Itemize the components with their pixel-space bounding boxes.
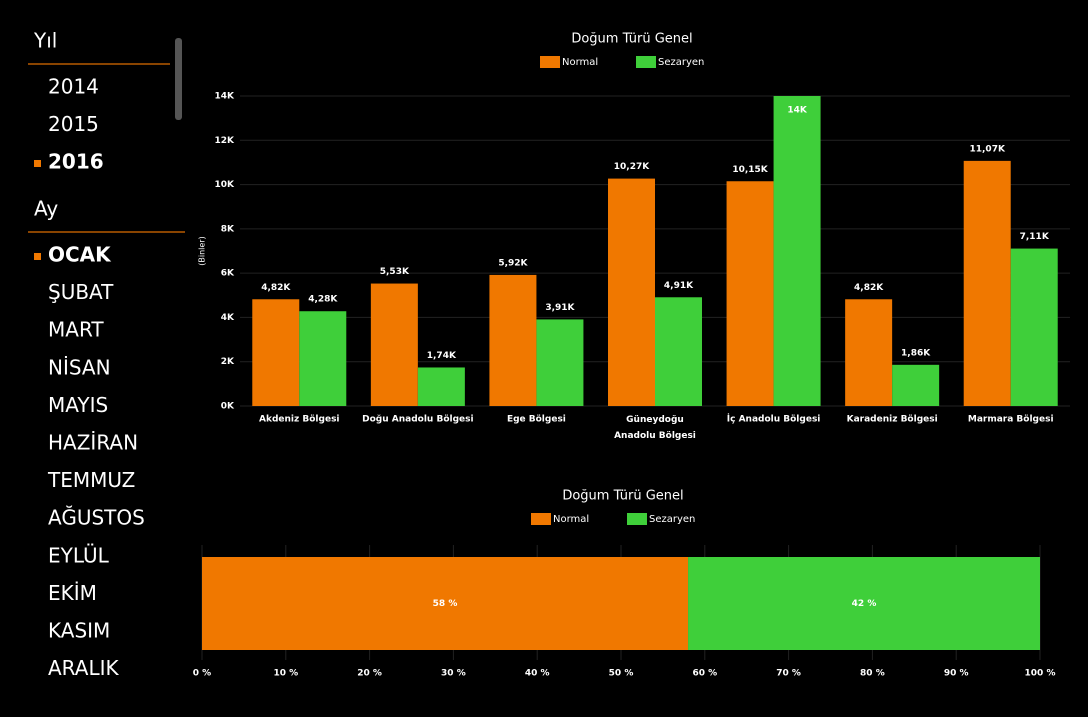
x-tick-label: 70 % xyxy=(776,669,801,679)
slicer-item[interactable]: NİSAN xyxy=(48,355,111,379)
chart-title: Doğum Türü Genel xyxy=(562,489,683,504)
slicer-item[interactable]: HAZİRAN xyxy=(48,431,138,455)
data-label: 4,91K xyxy=(664,281,694,291)
scrollbar[interactable] xyxy=(175,38,182,120)
slicer-title: Ay xyxy=(34,197,58,221)
legend-label: Sezaryen xyxy=(658,57,704,68)
bar[interactable] xyxy=(773,96,821,406)
slicer-item[interactable]: OCAK xyxy=(48,243,112,267)
x-tick-label: Akdeniz Bölgesi xyxy=(259,415,339,425)
x-tick-label: 90 % xyxy=(944,669,969,679)
data-label: 10,27K xyxy=(614,162,650,172)
bar[interactable] xyxy=(536,319,584,406)
y-tick-label: 8K xyxy=(221,224,235,234)
bar-segment[interactable] xyxy=(202,557,689,650)
x-tick-label: Ege Bölgesi xyxy=(507,415,566,425)
bar[interactable] xyxy=(655,297,702,406)
data-label: 58 % xyxy=(433,599,458,609)
legend-swatch xyxy=(636,56,656,68)
x-tick-label: Karadeniz Bölgesi xyxy=(847,415,938,425)
slicer-item[interactable]: AĞUSTOS xyxy=(48,506,145,530)
x-tick-label: 100 % xyxy=(1025,669,1056,679)
bar[interactable] xyxy=(417,367,465,406)
slicer-item[interactable]: 2014 xyxy=(48,75,99,99)
slicer-item[interactable]: EYLÜL xyxy=(48,543,110,567)
y-tick-label: 10K xyxy=(215,180,236,190)
bar[interactable] xyxy=(726,181,774,406)
y-tick-label: 14K xyxy=(215,92,236,102)
x-tick-label: 30 % xyxy=(441,669,466,679)
bar[interactable] xyxy=(845,299,893,406)
slicer-item[interactable]: MAYIS xyxy=(48,393,108,417)
x-tick-label: Güneydoğu Anadolu Bölgesi xyxy=(614,415,696,441)
slicer-item[interactable]: ARALIK xyxy=(48,656,119,680)
y-tick-label: 4K xyxy=(221,313,235,323)
data-label: 11,07K xyxy=(969,144,1005,154)
legend-swatch xyxy=(531,513,551,525)
y-tick-label: 0K xyxy=(221,402,235,412)
bar-segment[interactable] xyxy=(688,557,1040,650)
slicer-item[interactable]: 2015 xyxy=(48,112,99,136)
y-tick-label: 12K xyxy=(215,136,236,146)
legend-swatch xyxy=(540,56,560,68)
legend-label: Sezaryen xyxy=(649,514,695,525)
legend-label: Normal xyxy=(562,57,598,68)
data-label: 5,53K xyxy=(380,267,410,277)
data-label: 3,91K xyxy=(545,303,575,313)
data-label: 1,86K xyxy=(901,348,931,358)
x-tick-label: Doğu Anadolu Bölgesi xyxy=(362,415,473,425)
chart-title: Doğum Türü Genel xyxy=(571,32,692,47)
y-tick-label: 2K xyxy=(221,357,235,367)
legend-label: Normal xyxy=(553,514,589,525)
data-label: 4,28K xyxy=(308,295,338,305)
y-tick-label: 6K xyxy=(221,269,235,279)
x-tick-label: 60 % xyxy=(692,669,717,679)
data-label: 10,15K xyxy=(732,165,768,175)
slicer-item[interactable]: MART xyxy=(48,318,104,342)
slicer-item[interactable]: TEMMUZ xyxy=(47,468,135,492)
x-tick-label: Marmara Bölgesi xyxy=(968,415,1054,425)
x-tick-label: 0 % xyxy=(193,669,211,679)
bar[interactable] xyxy=(608,178,655,406)
x-tick-label: 40 % xyxy=(525,669,550,679)
slicer-item[interactable]: EKİM xyxy=(48,581,97,605)
x-tick-label: 50 % xyxy=(609,669,634,679)
bar[interactable] xyxy=(370,283,418,406)
slicer-item[interactable]: KASIM xyxy=(48,619,110,643)
bar[interactable] xyxy=(963,160,1011,406)
x-tick-label: 20 % xyxy=(357,669,382,679)
data-label: 7,11K xyxy=(1020,232,1050,242)
selected-marker xyxy=(34,253,41,260)
data-label: 14K xyxy=(787,106,808,116)
data-label: 4,82K xyxy=(854,283,884,293)
bar[interactable] xyxy=(299,311,347,406)
x-tick-label: İç Anadolu Bölgesi xyxy=(727,414,821,425)
data-label: 5,92K xyxy=(498,258,528,268)
slicer-item[interactable]: ŞUBAT xyxy=(48,280,114,304)
bar[interactable] xyxy=(489,274,537,406)
x-tick-label: 10 % xyxy=(273,669,298,679)
slicer-title: Yıl xyxy=(33,29,57,53)
data-label: 1,74K xyxy=(427,351,457,361)
slicer-item[interactable]: 2016 xyxy=(48,150,104,174)
bar[interactable] xyxy=(252,299,300,406)
selected-marker xyxy=(34,160,41,167)
bar[interactable] xyxy=(1010,248,1058,406)
x-tick-label: 80 % xyxy=(860,669,885,679)
data-label: 4,82K xyxy=(261,283,291,293)
bar[interactable] xyxy=(892,364,940,406)
y-axis-label: (Binler) xyxy=(198,236,207,265)
legend-swatch xyxy=(627,513,647,525)
data-label: 42 % xyxy=(852,599,877,609)
